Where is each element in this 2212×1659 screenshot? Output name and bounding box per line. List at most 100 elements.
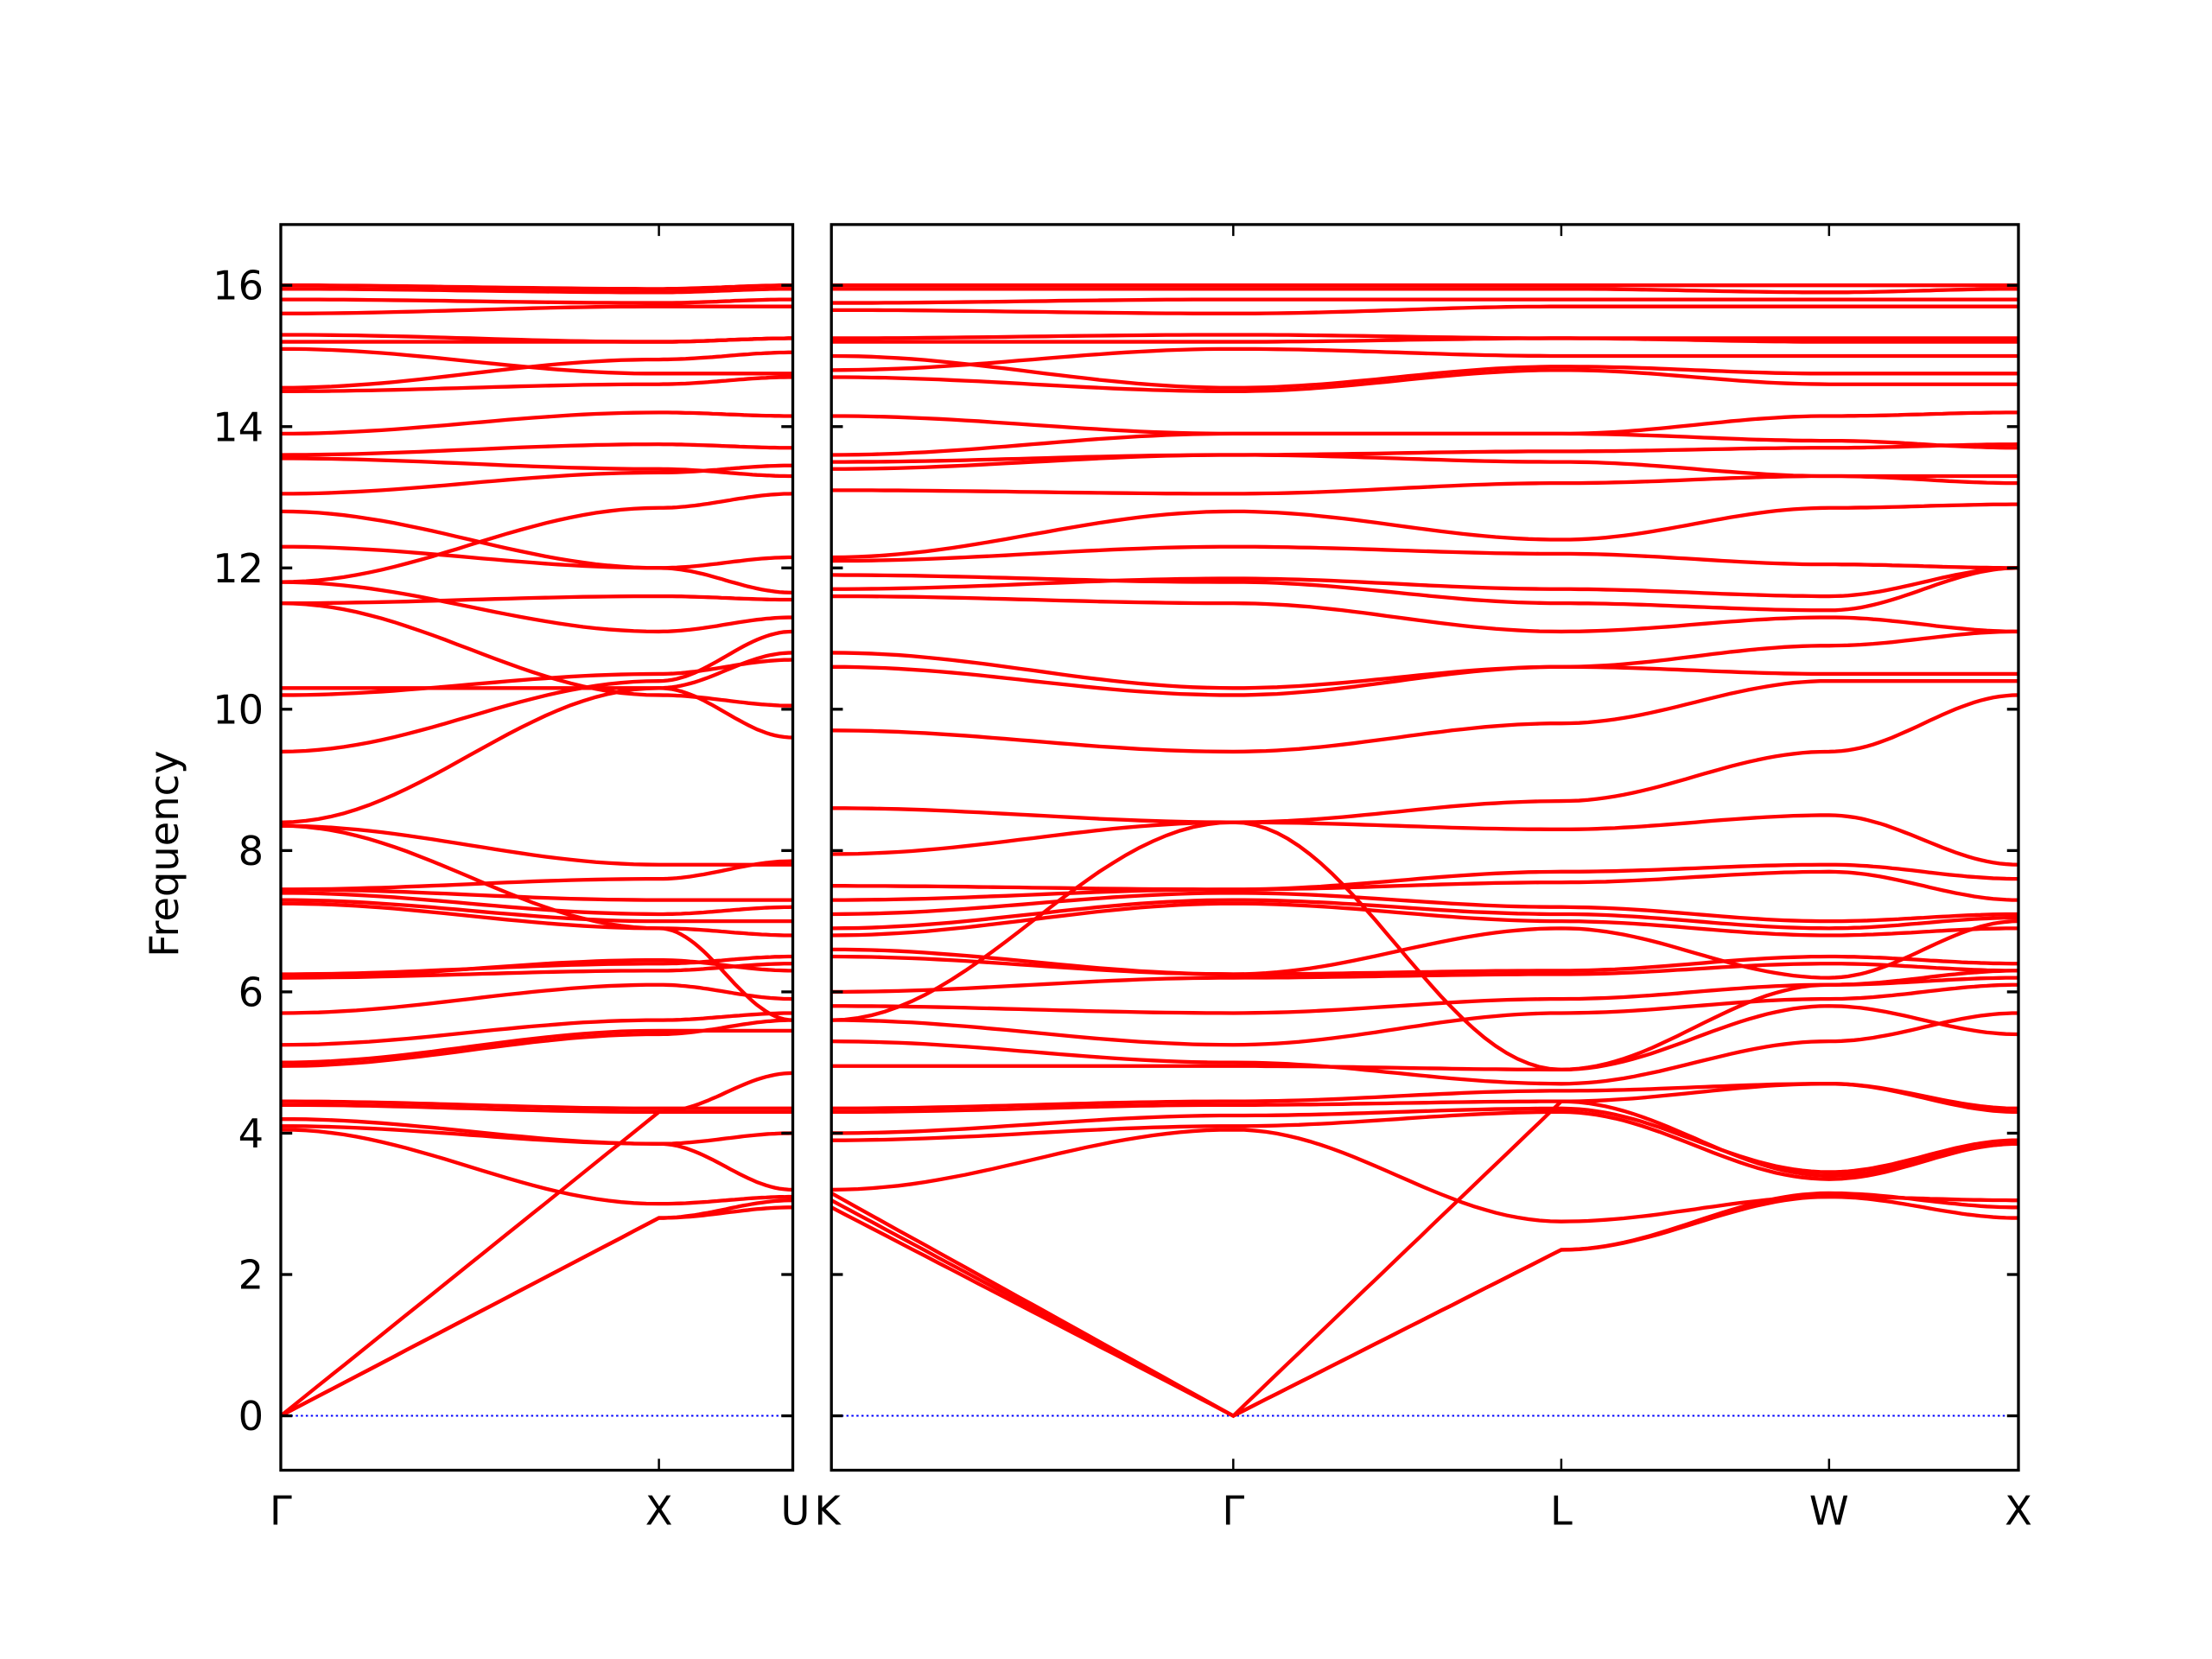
band-34 (831, 453, 2018, 486)
band-29 (280, 594, 793, 606)
band-39 (831, 346, 2018, 372)
band-42 (831, 304, 2018, 315)
band-11 (831, 982, 2018, 1047)
y-axis-label: Frequency (141, 750, 188, 957)
band-31 (280, 509, 793, 595)
bands (831, 283, 2018, 1419)
bands (280, 283, 793, 1418)
y-tick-label: 10 (213, 686, 264, 733)
y-tick-label: 16 (213, 263, 264, 309)
band-23 (831, 693, 2018, 824)
y-tick-label: 4 (238, 1110, 264, 1157)
plot-panels: 0 2 4 6 8 10 12 14 16 Γ X U K Γ L W X (213, 223, 2032, 1534)
band-36 (280, 410, 793, 435)
band-7 (280, 1103, 793, 1115)
band-22 (831, 820, 2018, 1072)
band-8 (831, 1082, 2018, 1110)
band-24 (831, 679, 2018, 754)
band-2 (280, 1198, 793, 1418)
band-10 (831, 1011, 2018, 1086)
band-9 (280, 1018, 793, 1068)
band-1 (280, 1205, 793, 1418)
band-42 (280, 304, 793, 315)
band-35 (280, 442, 793, 457)
band-8 (280, 1099, 793, 1110)
band-6 (831, 1106, 2018, 1174)
band-34 (280, 456, 793, 479)
x-tick-label: Γ (1222, 1487, 1244, 1534)
band-10 (280, 1028, 793, 1065)
band-21 (280, 823, 793, 867)
band-3 (831, 1099, 2018, 1419)
band-6 (280, 1117, 793, 1146)
band-22 (280, 823, 793, 1022)
band-31 (831, 502, 2018, 560)
band-27 (831, 594, 2018, 634)
band-44 (831, 287, 2018, 295)
band-19 (831, 869, 2018, 902)
band-20 (831, 862, 2018, 892)
y-tick-label: 0 (238, 1393, 264, 1440)
band-3 (280, 1071, 793, 1418)
band-26 (280, 686, 793, 740)
band-39 (280, 346, 793, 376)
band-28 (280, 580, 793, 634)
band-27 (280, 601, 793, 708)
band-5 (831, 1109, 2018, 1181)
band-16 (831, 901, 2018, 938)
band-36 (831, 414, 2018, 450)
band-44 (280, 287, 793, 295)
axes-frame (830, 223, 2020, 1472)
y-tick-label: 14 (213, 404, 264, 450)
band-43 (280, 297, 793, 305)
band-7 (831, 1082, 2018, 1115)
band-43 (831, 297, 2018, 305)
x-tick-label: L (1550, 1487, 1573, 1534)
y-tick-label: 12 (213, 545, 264, 592)
band-45 (280, 283, 793, 291)
band-4 (280, 1128, 793, 1206)
band-30 (280, 544, 793, 570)
band-11 (280, 1011, 793, 1047)
band-13 (280, 962, 793, 980)
x-tick-label: K (814, 1487, 842, 1534)
band-33 (280, 463, 793, 496)
band-4 (831, 1128, 2018, 1224)
band-32 (831, 474, 2018, 496)
band-18 (831, 891, 2018, 924)
band-32 (280, 492, 793, 584)
band-29 (831, 566, 2018, 599)
band-37 (831, 368, 2018, 394)
band-15 (831, 918, 2018, 980)
band-17 (831, 898, 2018, 931)
band-24 (280, 629, 793, 754)
axes-frame (279, 223, 795, 1472)
band-2 (831, 1191, 2018, 1419)
y-tick-label: 8 (238, 828, 264, 874)
band-12 (280, 982, 793, 1015)
band-17 (280, 898, 793, 924)
x-tick-label: X (2005, 1487, 2032, 1534)
x-tick-label: W (1809, 1487, 1849, 1534)
band-41 (831, 333, 2018, 340)
x-tick-label: Γ (270, 1487, 292, 1534)
band-15 (280, 957, 793, 980)
band-18 (280, 891, 793, 917)
band-26 (831, 629, 2018, 690)
x-tick-label: U (780, 1487, 810, 1534)
band-28 (831, 566, 2018, 613)
band-41 (280, 333, 793, 344)
band-19 (280, 887, 793, 902)
panel-1: 0 2 4 6 8 10 12 14 16 Γ X U (213, 223, 810, 1534)
band-37 (280, 375, 793, 394)
band-30 (831, 544, 2018, 570)
y-tick-label: 2 (238, 1252, 264, 1299)
band-38 (280, 350, 793, 390)
y-tick-label: 6 (238, 969, 264, 1015)
band-9 (831, 1004, 2018, 1072)
band-38 (831, 353, 2018, 390)
band-21 (831, 813, 2018, 867)
x-tick-label: X (645, 1487, 673, 1534)
